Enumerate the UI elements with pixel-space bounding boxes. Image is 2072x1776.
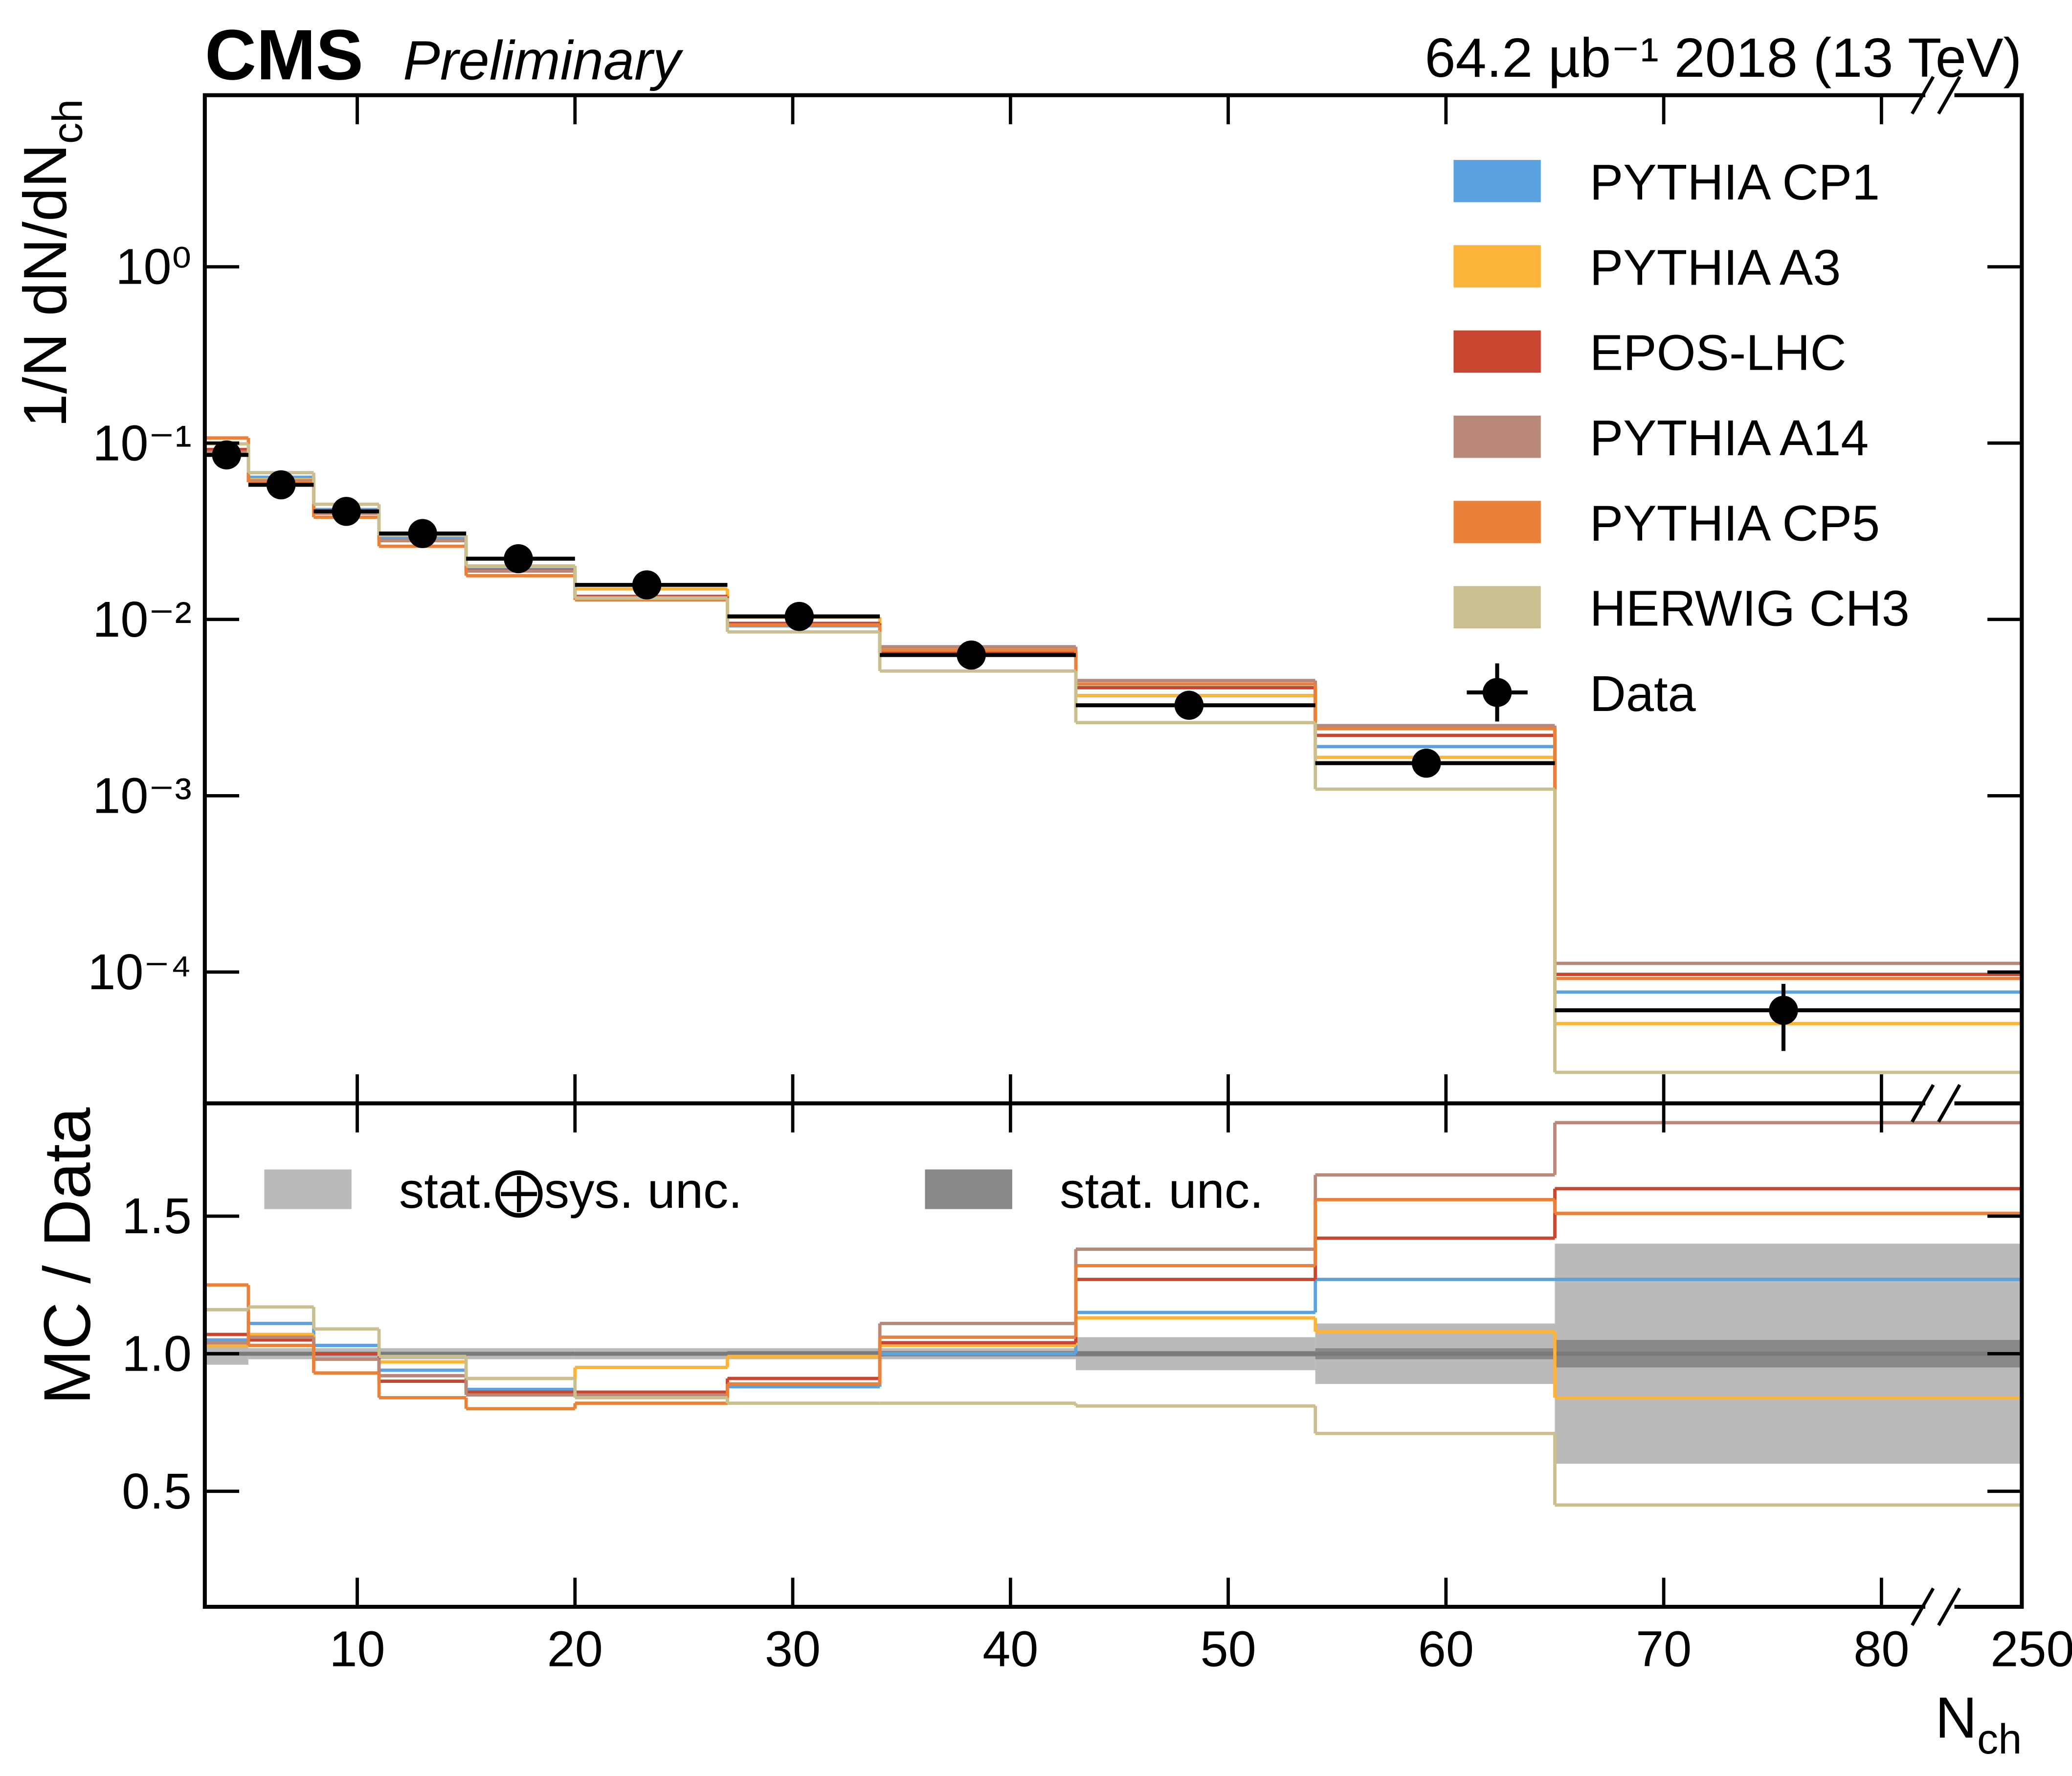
plot-area xyxy=(204,1121,2022,1507)
data-point xyxy=(1769,996,1798,1025)
legend-label: HERWIG CH3 xyxy=(1590,580,1910,637)
axis-break xyxy=(1937,1084,1961,1123)
data-point xyxy=(1412,749,1441,778)
data-point xyxy=(632,570,662,599)
legend-swatch xyxy=(1453,415,1541,458)
y-axis-label: 1/N dN/dNch xyxy=(11,99,91,428)
x-label-sub: ch xyxy=(1977,1716,2022,1763)
x-tick-label: 250 xyxy=(1990,1621,2072,1677)
legend-label: PYTHIA CP1 xyxy=(1590,154,1880,210)
legend-label: Data xyxy=(1590,666,1696,722)
y-tick-label: 1.5 xyxy=(122,1188,192,1244)
ratio-y-axis-label: MC / Data xyxy=(30,1107,104,1405)
legend-swatch xyxy=(1453,330,1541,373)
legend-label: stat. unc. xyxy=(1060,1162,1264,1219)
x-tick-label: 50 xyxy=(1200,1621,1256,1677)
axis-break xyxy=(1937,1587,1961,1626)
axis-break xyxy=(1911,1587,1935,1626)
legend-label: stat.⨁sys. unc. xyxy=(399,1162,742,1219)
axis-break xyxy=(1911,1084,1935,1123)
plot-area xyxy=(204,436,2022,1074)
y-label-main: 1/N dN/dN xyxy=(11,144,79,427)
data-point xyxy=(212,440,242,470)
status-label: Preliminary xyxy=(403,29,684,91)
cms-label: CMS xyxy=(205,15,363,94)
legend-swatch xyxy=(1453,586,1541,629)
x-axis-label: Nch xyxy=(1935,1685,2022,1762)
data-point xyxy=(408,519,437,548)
x-tick-label: 80 xyxy=(1853,1621,1909,1677)
legend-marker xyxy=(1482,678,1512,707)
x-tick-label: 20 xyxy=(547,1621,603,1677)
y-tick-label: 1.0 xyxy=(122,1326,192,1382)
axis-break xyxy=(1911,76,1935,115)
legend-label: EPOS-LHC xyxy=(1590,325,1847,381)
legend-swatch xyxy=(925,1169,1012,1209)
legend-label: PYTHIA A14 xyxy=(1590,410,1869,466)
legend-swatch xyxy=(1453,245,1541,288)
x-tick-label: 60 xyxy=(1418,1621,1474,1677)
data-point xyxy=(266,470,296,500)
y-tick-label: 10⁻³ xyxy=(92,767,192,823)
y-tick-label: 10⁻¹ xyxy=(92,415,192,471)
legend-swatch xyxy=(1453,160,1541,202)
y-tick-label: 0.5 xyxy=(122,1463,192,1519)
legend-swatch xyxy=(264,1169,352,1209)
legend-label: PYTHIA CP5 xyxy=(1590,495,1880,551)
data-point xyxy=(957,640,986,670)
x-tick-label: 40 xyxy=(982,1621,1038,1677)
x-tick-label: 30 xyxy=(765,1621,821,1677)
data-point xyxy=(1174,690,1204,720)
data-point xyxy=(332,497,361,526)
axis-break xyxy=(1937,76,1961,115)
y-tick-label: 10⁰ xyxy=(115,239,191,295)
lumi-label: 64.2 µb⁻¹ 2018 (13 TeV) xyxy=(1425,27,2022,89)
legend-swatch xyxy=(1453,501,1541,543)
x-tick-label: 10 xyxy=(329,1621,385,1677)
y-label-sub: ch xyxy=(45,99,91,144)
y-tick-label: 10⁻² xyxy=(92,591,192,647)
x-label-main: N xyxy=(1935,1685,1977,1750)
y-tick-label: 10⁻⁴ xyxy=(88,944,192,1000)
data-point xyxy=(504,544,533,574)
x-tick-label: 70 xyxy=(1636,1621,1692,1677)
data-point xyxy=(784,601,814,631)
legend-label: PYTHIA A3 xyxy=(1590,239,1841,295)
